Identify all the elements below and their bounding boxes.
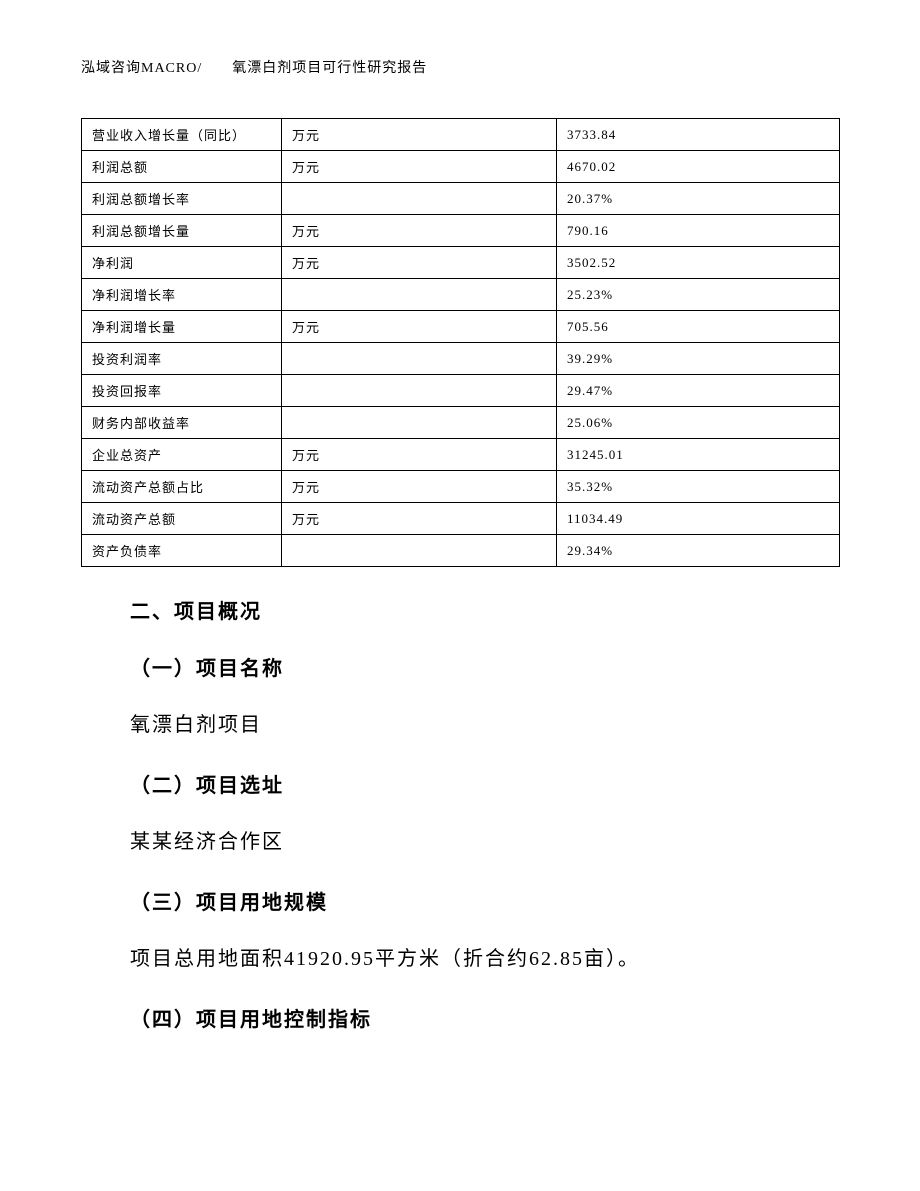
cell-unit: 万元 [282, 247, 557, 279]
cell-label: 流动资产总额占比 [82, 471, 282, 503]
cell-unit: 万元 [282, 151, 557, 183]
cell-unit: 万元 [282, 311, 557, 343]
table-row: 利润总额增长量 万元 790.16 [82, 215, 840, 247]
subsection-heading-1: （一）项目名称 [130, 652, 810, 681]
financial-table: 营业收入增长量（同比） 万元 3733.84 利润总额 万元 4670.02 利… [81, 118, 840, 567]
cell-label: 投资利润率 [82, 343, 282, 375]
cell-label: 净利润增长率 [82, 279, 282, 311]
cell-value: 29.47% [557, 375, 840, 407]
cell-value: 11034.49 [557, 503, 840, 535]
cell-unit [282, 375, 557, 407]
cell-label: 流动资产总额 [82, 503, 282, 535]
table-body: 营业收入增长量（同比） 万元 3733.84 利润总额 万元 4670.02 利… [82, 119, 840, 567]
cell-label: 利润总额 [82, 151, 282, 183]
cell-value: 35.32% [557, 471, 840, 503]
subsection-heading-3: （三）项目用地规模 [130, 886, 810, 915]
table-row: 利润总额增长率 20.37% [82, 183, 840, 215]
table-row: 投资利润率 39.29% [82, 343, 840, 375]
cell-value: 31245.01 [557, 439, 840, 471]
table-row: 财务内部收益率 25.06% [82, 407, 840, 439]
table-row: 净利润增长量 万元 705.56 [82, 311, 840, 343]
table-row: 投资回报率 29.47% [82, 375, 840, 407]
table-row: 企业总资产 万元 31245.01 [82, 439, 840, 471]
section-heading: 二、项目概况 [130, 595, 810, 624]
cell-value: 3502.52 [557, 247, 840, 279]
cell-unit [282, 407, 557, 439]
cell-unit: 万元 [282, 503, 557, 535]
table-row: 净利润增长率 25.23% [82, 279, 840, 311]
cell-unit [282, 535, 557, 567]
cell-label: 企业总资产 [82, 439, 282, 471]
cell-unit: 万元 [282, 215, 557, 247]
cell-unit: 万元 [282, 119, 557, 151]
cell-label: 资产负债率 [82, 535, 282, 567]
table-row: 净利润 万元 3502.52 [82, 247, 840, 279]
cell-value: 3733.84 [557, 119, 840, 151]
cell-unit [282, 343, 557, 375]
table-row: 营业收入增长量（同比） 万元 3733.84 [82, 119, 840, 151]
cell-value: 25.06% [557, 407, 840, 439]
cell-label: 投资回报率 [82, 375, 282, 407]
cell-unit: 万元 [282, 471, 557, 503]
cell-value: 25.23% [557, 279, 840, 311]
cell-value: 39.29% [557, 343, 840, 375]
cell-unit [282, 183, 557, 215]
cell-label: 营业收入增长量（同比） [82, 119, 282, 151]
table-row: 利润总额 万元 4670.02 [82, 151, 840, 183]
cell-value: 4670.02 [557, 151, 840, 183]
cell-label: 财务内部收益率 [82, 407, 282, 439]
subsection-heading-4: （四）项目用地控制指标 [130, 1003, 810, 1032]
page-header: 泓域咨询MACRO/ 氧漂白剂项目可行性研究报告 [81, 57, 427, 77]
cell-value: 790.16 [557, 215, 840, 247]
subsection-body-2: 某某经济合作区 [130, 826, 810, 858]
cell-value: 29.34% [557, 535, 840, 567]
cell-label: 净利润增长量 [82, 311, 282, 343]
subsection-body-1: 氧漂白剂项目 [130, 709, 810, 741]
table-row: 流动资产总额占比 万元 35.32% [82, 471, 840, 503]
cell-value: 705.56 [557, 311, 840, 343]
subsection-body-3: 项目总用地面积41920.95平方米（折合约62.85亩）。 [130, 943, 810, 975]
cell-unit [282, 279, 557, 311]
cell-unit: 万元 [282, 439, 557, 471]
cell-label: 净利润 [82, 247, 282, 279]
cell-label: 利润总额增长量 [82, 215, 282, 247]
table-row: 流动资产总额 万元 11034.49 [82, 503, 840, 535]
subsection-heading-2: （二）项目选址 [130, 769, 810, 798]
cell-label: 利润总额增长率 [82, 183, 282, 215]
table-row: 资产负债率 29.34% [82, 535, 840, 567]
cell-value: 20.37% [557, 183, 840, 215]
content-section: 二、项目概况 （一）项目名称 氧漂白剂项目 （二）项目选址 某某经济合作区 （三… [130, 595, 810, 1060]
